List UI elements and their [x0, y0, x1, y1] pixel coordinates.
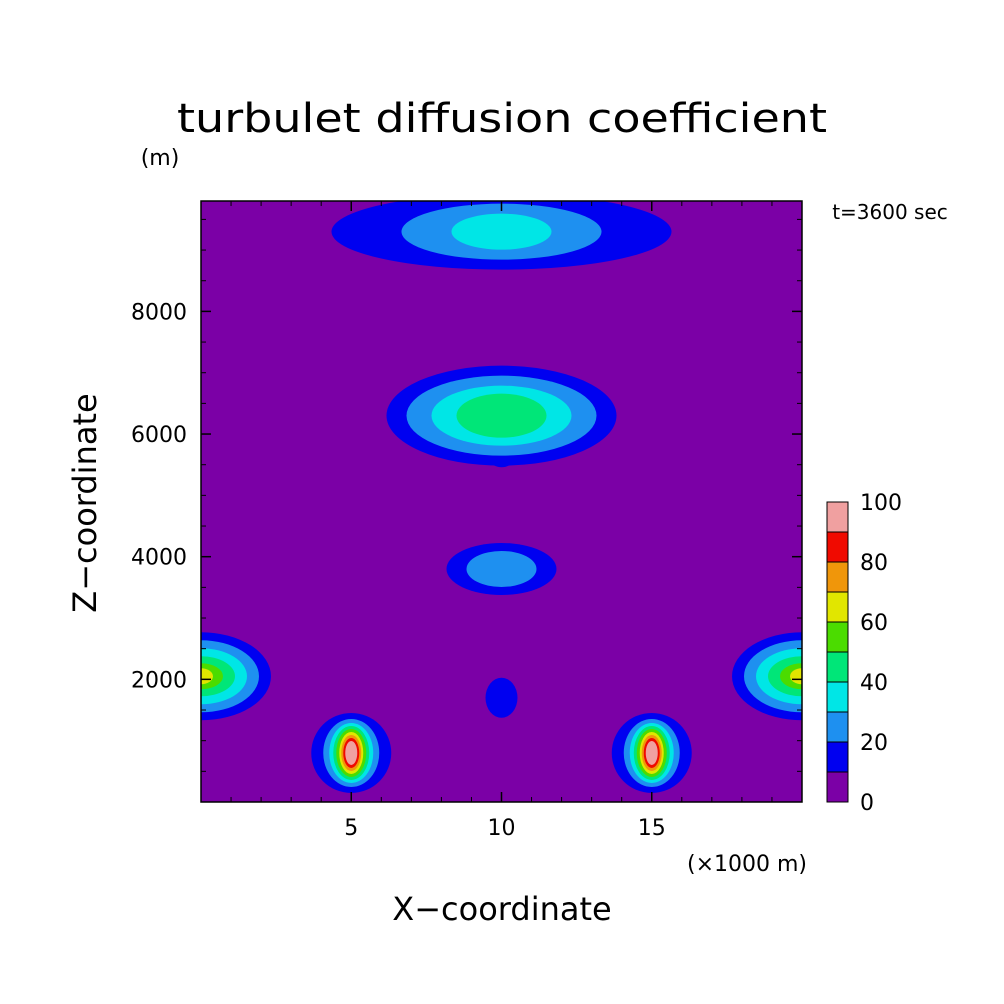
contour-blob-right-edge [732, 632, 802, 721]
contour-band-90 [345, 740, 358, 765]
x-axis-label: X−coordinate [392, 890, 611, 928]
y-axis-label: Z−coordinate [66, 393, 104, 612]
contour-band-90 [645, 740, 658, 765]
colorbar-band-10 [826, 741, 849, 773]
colorbar-band-30 [826, 681, 849, 713]
colorbar: 0 20 40 60 80 100 [826, 491, 902, 816]
colorbar-band-80 [826, 531, 849, 563]
contour-fields [201, 201, 802, 793]
chart-title: turbulet diffusion coefficient [177, 96, 827, 142]
contour-band-20 [466, 550, 537, 587]
colorbar-tick-label: 60 [860, 611, 888, 636]
time-label: t=3600 sec [832, 200, 948, 224]
colorbar-band-20 [826, 711, 849, 743]
x-tick-label: 10 [488, 816, 516, 841]
colorbar-band-60 [826, 591, 849, 623]
y-axis-ticks: 2000 4000 6000 8000 [131, 300, 802, 693]
contour-band-60 [201, 668, 213, 685]
contour-blob-mid-lower [446, 542, 557, 595]
contour-blob-center-wings [386, 365, 617, 466]
y-tick-label: 2000 [131, 668, 187, 693]
colorbar-tick-label: 20 [860, 731, 888, 756]
colorbar-band-40 [826, 651, 849, 683]
colorbar-band-90 [826, 501, 849, 533]
colorbar-band-0 [826, 771, 849, 803]
x-tick-label: 5 [344, 816, 358, 841]
x-tick-label: 15 [638, 816, 666, 841]
x-axis-ticks: 5 10 15 [344, 201, 666, 841]
contour-band-40 [456, 393, 547, 438]
contour-band-30 [451, 213, 552, 250]
colorbar-band-70 [826, 561, 849, 593]
contour-blob-upper-center [331, 201, 672, 270]
y-unit-label: (m) [141, 146, 180, 171]
contour-blob-bottom-right [611, 712, 692, 793]
y-tick-label: 4000 [131, 546, 187, 571]
contour-blob-low-center [485, 677, 518, 718]
minor-ticks [201, 201, 802, 802]
y-tick-label: 8000 [131, 300, 187, 325]
colorbar-tick-label: 0 [860, 791, 874, 816]
contour-band-10 [485, 677, 518, 718]
contour-blob-left-edge [201, 632, 271, 721]
colorbar-tick-label: 80 [860, 551, 888, 576]
colorbar-tick-label: 40 [860, 671, 888, 696]
x-unit-label: (×1000 m) [687, 852, 807, 877]
y-tick-label: 6000 [131, 423, 187, 448]
colorbar-tick-label: 100 [860, 491, 902, 516]
contour-band-60 [790, 668, 802, 685]
colorbar-band-50 [826, 621, 849, 653]
contour-blob-bottom-left [311, 712, 392, 793]
